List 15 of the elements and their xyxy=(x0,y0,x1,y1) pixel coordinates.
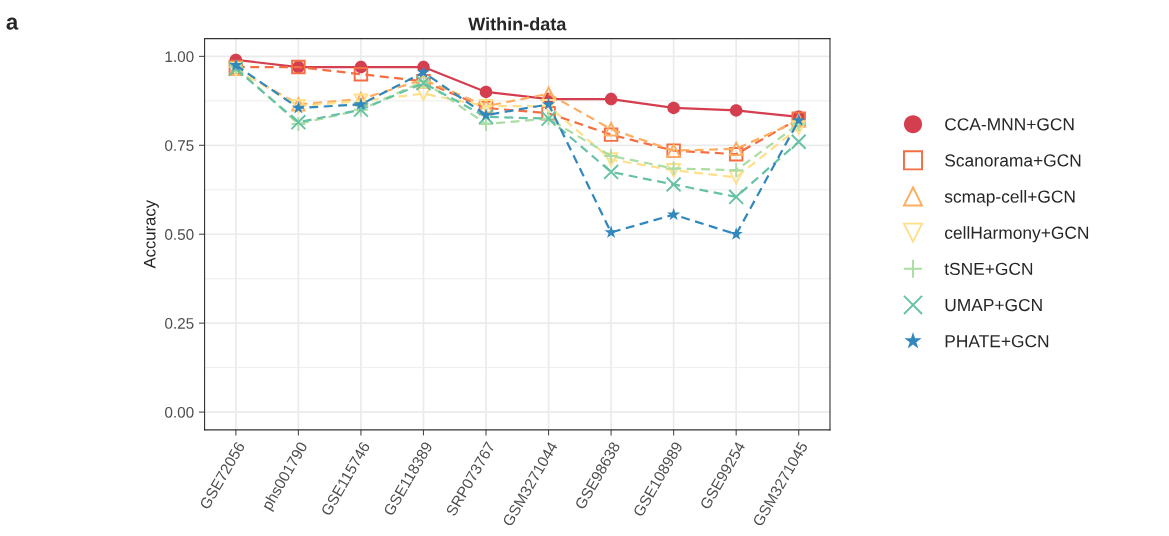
chart-title: Within-data xyxy=(468,17,567,31)
y-tick-label: 0.50 xyxy=(165,229,194,240)
legend-label: PHATE+GCN xyxy=(945,335,1049,348)
y-tick-label: 0.25 xyxy=(165,318,194,329)
legend-label: CCA-MNN+GCN xyxy=(945,118,1074,131)
legend-label: tSNE+GCN xyxy=(944,262,1033,276)
text: a xyxy=(6,17,19,30)
legend-label: cellHarmony+GCN xyxy=(945,226,1089,243)
legend-label: UMAP+GCN xyxy=(945,298,1042,312)
legend-label: scmap-cell+GCN xyxy=(944,189,1075,207)
legend-label: Scanorama+GCN xyxy=(945,154,1081,167)
y-axis-title: Accuracy xyxy=(143,199,159,269)
y-tick-label: 0.00 xyxy=(165,406,194,418)
y-tick-label: 1.00 xyxy=(165,51,194,63)
y-tick-label: 0.75 xyxy=(165,140,194,151)
